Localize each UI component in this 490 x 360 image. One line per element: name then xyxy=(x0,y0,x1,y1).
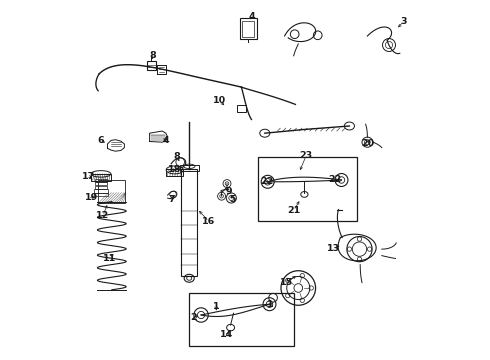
Text: 19: 19 xyxy=(85,194,98,202)
Bar xyxy=(189,293,294,346)
Bar xyxy=(181,169,197,276)
Bar xyxy=(258,157,357,221)
Text: 4: 4 xyxy=(163,136,169,145)
Text: 5: 5 xyxy=(229,195,236,204)
Text: 10: 10 xyxy=(213,96,226,105)
Text: 23: 23 xyxy=(300,151,313,160)
Text: 20: 20 xyxy=(361,139,374,148)
Text: 21: 21 xyxy=(287,206,300,215)
Text: 1: 1 xyxy=(213,302,220,311)
Text: 13: 13 xyxy=(327,244,340,253)
Text: 3: 3 xyxy=(400,17,407,26)
Bar xyxy=(94,189,108,193)
Bar xyxy=(180,165,198,171)
Bar xyxy=(243,21,254,37)
Bar xyxy=(166,169,183,176)
Text: 6: 6 xyxy=(98,136,104,145)
Text: 18: 18 xyxy=(168,165,181,174)
Text: 22: 22 xyxy=(328,175,342,184)
Text: 2: 2 xyxy=(191,313,197,322)
Text: 17: 17 xyxy=(82,172,95,181)
Text: 12: 12 xyxy=(96,211,109,220)
Text: 4: 4 xyxy=(249,12,255,21)
Text: 8: 8 xyxy=(150,51,157,60)
Bar xyxy=(94,193,108,196)
Text: 8: 8 xyxy=(173,152,180,161)
Bar xyxy=(95,179,107,182)
Text: 11: 11 xyxy=(103,253,117,263)
Bar xyxy=(98,180,125,203)
Text: 7: 7 xyxy=(168,195,174,204)
Bar xyxy=(237,105,246,112)
Bar xyxy=(147,61,156,70)
Text: 1: 1 xyxy=(267,300,273,309)
Text: 14: 14 xyxy=(220,330,234,339)
Bar xyxy=(95,182,107,185)
Text: 16: 16 xyxy=(202,217,216,226)
Bar xyxy=(91,174,111,181)
Bar xyxy=(240,18,257,39)
Bar xyxy=(95,186,107,189)
Text: 15: 15 xyxy=(280,278,293,287)
Text: 22: 22 xyxy=(260,177,273,186)
Text: 9: 9 xyxy=(225,187,232,196)
